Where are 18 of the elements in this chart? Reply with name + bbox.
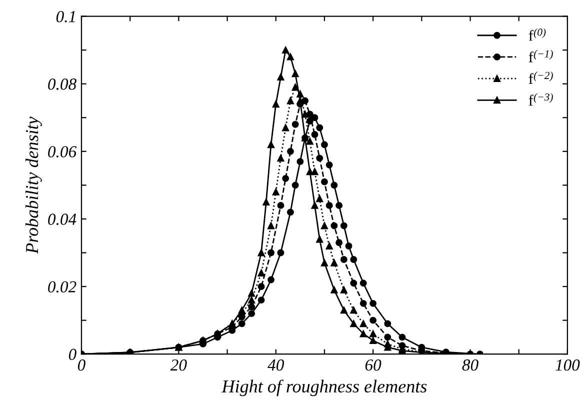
x-tick-label: 80: [462, 359, 478, 371]
legend-label: f$^{(−2)}$: [528, 72, 553, 84]
x-tick-label: 60: [365, 359, 382, 371]
y-tick-label: 0: [68, 348, 76, 360]
y-tick-label: 0.02: [48, 281, 76, 293]
legend-label: f$^{(−1)}$: [528, 50, 553, 62]
x-axis-title: Hight of roughness elements: [222, 380, 427, 396]
y-axis-title: Probability density: [25, 116, 42, 254]
y-tick-label: 0.08: [48, 78, 76, 90]
y-tick-label: 0.06: [48, 146, 77, 158]
y-tick-label: 0.1: [56, 10, 75, 22]
legend-label: f$^{(−3)}$: [528, 93, 553, 106]
y-tick-label: 0.04: [48, 214, 76, 225]
x-tick-label: 40: [268, 359, 284, 371]
x-tick-label: 100: [556, 359, 580, 371]
legend-label: f$^{(0)}$: [528, 28, 546, 41]
x-tick-label: 20: [170, 359, 187, 371]
x-tick-label: 0: [78, 359, 86, 371]
